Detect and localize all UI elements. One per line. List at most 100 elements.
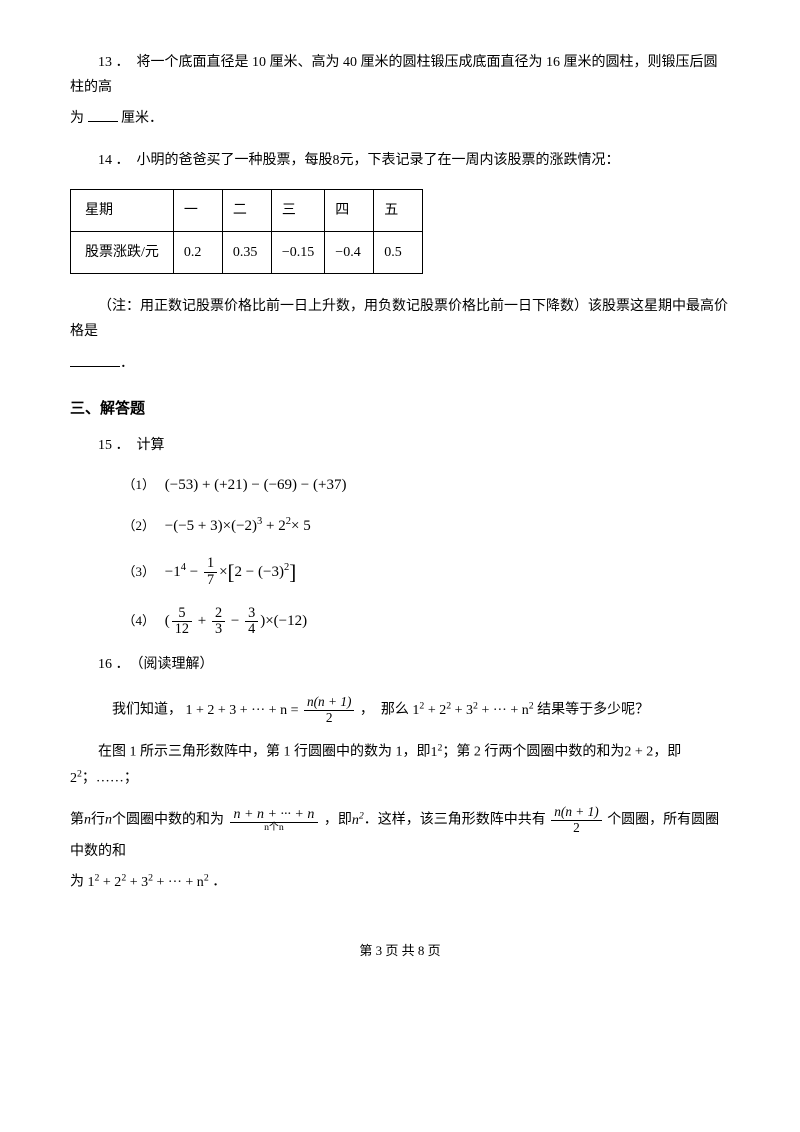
- q13-line2: 为 厘米．: [70, 106, 730, 131]
- then: ， 那么: [360, 703, 409, 718]
- p2a: 在图 1 所示三角形数阵中，第 1 行圆圈中的数为 1，即: [98, 745, 431, 760]
- period: ．: [212, 875, 226, 890]
- num: 5: [172, 606, 192, 623]
- sup: 2: [529, 700, 534, 711]
- p3b: 行: [91, 813, 105, 828]
- two-sq: 22: [70, 771, 82, 786]
- num: 3: [245, 606, 258, 623]
- q13-text-c: 厘米．: [121, 111, 163, 126]
- idx: （1）: [123, 477, 156, 492]
- den: 12: [172, 622, 192, 638]
- cell: −0.15: [271, 231, 324, 273]
- p3c: 个圆圈中数的和为: [112, 813, 224, 828]
- rbracket: ]: [289, 560, 296, 584]
- idx: （4）: [123, 613, 156, 628]
- cell: 星期: [71, 189, 174, 231]
- q15-label: ． 计算: [116, 438, 165, 453]
- p2d: ；……；: [82, 771, 138, 786]
- t: ×: [219, 564, 227, 580]
- n: n: [84, 813, 91, 828]
- t: + 3: [126, 875, 148, 890]
- t: )×(−12): [260, 613, 307, 629]
- blank: [70, 352, 120, 367]
- t: + ··· + n: [478, 703, 529, 718]
- frac: 34: [245, 606, 258, 638]
- t: 2: [70, 771, 77, 786]
- n-sq: n2: [352, 813, 364, 828]
- q15-2: （2） −(−5 + 3)×(−2)3 + 22× 5: [123, 513, 731, 540]
- idx: （3）: [123, 564, 156, 579]
- q15-num: 15: [98, 438, 112, 453]
- den: 2: [551, 821, 601, 836]
- t: 2 − (−3): [235, 564, 284, 580]
- frac: n(n + 1)2: [304, 695, 354, 725]
- table-row: 股票涨跌/元 0.2 0.35 −0.15 −0.4 0.5: [71, 231, 423, 273]
- t: n: [352, 813, 359, 828]
- q15-4: （4） (512 + 23 − 34)×(−12): [123, 606, 731, 638]
- sum-formula: 1 + 2 + 3 + ··· + n = n(n + 1)2: [186, 703, 360, 718]
- p2b: ；第 2 行两个圆圈中数的和为: [442, 745, 624, 760]
- t: + 3: [451, 703, 473, 718]
- t: + ··· + n: [153, 875, 204, 890]
- expr: −(−5 + 3)×(−2)3 + 22× 5: [165, 518, 311, 534]
- frac: 17: [204, 556, 217, 588]
- question-15: 15 ． 计算: [70, 433, 730, 458]
- num: n(n + 1): [551, 805, 601, 821]
- cell: 四: [325, 189, 374, 231]
- sq-sum2: 12 + 22 + 32 + ··· + n2: [88, 875, 213, 890]
- ob-top: n + n + ··· + n: [230, 807, 319, 823]
- section-title: 三、解答题: [70, 396, 730, 423]
- t: −1: [165, 564, 181, 580]
- q13-text-a: ． 将一个底面直径是 10 厘米、高为 40 厘米的圆柱锻压成底面直径为 16 …: [70, 55, 718, 95]
- cell: 三: [271, 189, 324, 231]
- t: 1: [431, 745, 438, 760]
- q16-label: ． （阅读理解）: [116, 657, 214, 672]
- cell: 五: [374, 189, 423, 231]
- expr: (−53) + (+21) − (−69) − (+37): [165, 477, 347, 493]
- p3d: ，即: [324, 813, 352, 828]
- t: + 2: [99, 875, 121, 890]
- idx: （2）: [123, 518, 156, 533]
- ob-bot: n个n: [230, 823, 319, 834]
- cell: 0.2: [173, 231, 222, 273]
- question-13: 13 ． 将一个底面直径是 10 厘米、高为 40 厘米的圆柱锻压成底面直径为 …: [70, 50, 730, 100]
- p3a: 第: [70, 813, 84, 828]
- lbracket: [: [228, 560, 235, 584]
- frac: 23: [212, 606, 225, 638]
- period: ．: [120, 356, 134, 371]
- frac: 512: [172, 606, 192, 638]
- cell: 0.35: [222, 231, 271, 273]
- sq-sum: 12 + 22 + 32 + ··· + n2: [412, 703, 537, 718]
- q16-num: 16: [98, 657, 112, 672]
- res-q: 结果等于多少呢？: [537, 703, 649, 718]
- question-16: 16 ． （阅读理解）: [70, 652, 730, 677]
- den: 7: [204, 573, 217, 589]
- frac: n(n + 1)2: [551, 805, 601, 835]
- cell: 0.5: [374, 231, 423, 273]
- num: 2: [212, 606, 225, 623]
- q14-text-b: 元，下表记录了在一周内该股票的涨跌情况：: [340, 153, 620, 168]
- q14-note: （注：用正数记股票价格比前一日上升数，用负数记股票价格比前一日下降数）该股票这星…: [70, 294, 730, 344]
- q13-num: 13: [98, 55, 112, 70]
- page: 13 ． 将一个底面直径是 10 厘米、高为 40 厘米的圆柱锻压成底面直径为 …: [0, 0, 800, 1132]
- cell: 二: [222, 189, 271, 231]
- one-sq: 12: [431, 745, 443, 760]
- page-footer: 第 3 页 共 8 页: [70, 939, 730, 962]
- den: 3: [212, 622, 225, 638]
- cell: 一: [173, 189, 222, 231]
- p3e: ．这样，该三角形数阵中共有: [364, 813, 546, 828]
- t: + 2: [424, 703, 446, 718]
- q14-text-a: ． 小明的爸爸买了一种股票，每股: [116, 153, 333, 168]
- question-14: 14 ． 小明的爸爸买了一种股票，每股8元，下表记录了在一周内该股票的涨跌情况：: [70, 148, 730, 173]
- num: 1: [204, 556, 217, 573]
- t: −(−5 + 3)×(−2): [165, 518, 257, 534]
- n: n: [105, 813, 112, 828]
- p3g: 为: [70, 875, 84, 890]
- q16-line3: 第n行n个圆圈中数的和为 n + n + ··· + n n个n ，即n2．这样…: [70, 805, 730, 899]
- q16-line2: 在图 1 所示三角形数阵中，第 1 行圆圈中的数为 1，即12；第 2 行两个圆…: [70, 739, 730, 791]
- expr: −14 − 17×[2 − (−3)2]: [165, 564, 296, 580]
- t: 1: [88, 875, 95, 890]
- we-know: 我们知道，: [112, 703, 182, 718]
- cell: 股票涨跌/元: [71, 231, 174, 273]
- note-text: （注：用正数记股票价格比前一日上升数，用负数记股票价格比前一日下降数）该股票这星…: [70, 299, 728, 339]
